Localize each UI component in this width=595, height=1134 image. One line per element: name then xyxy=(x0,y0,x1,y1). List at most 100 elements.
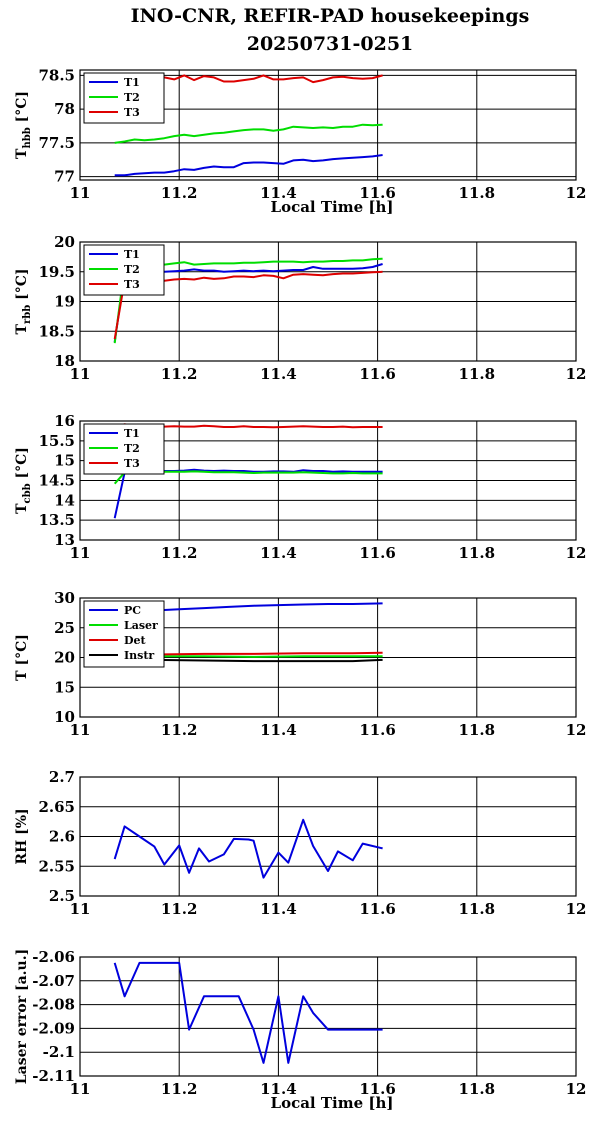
y-axis-label: T [°C] xyxy=(14,634,30,681)
y-axis-label: Thbb [°C] xyxy=(14,91,33,159)
x-tick-label: 11 xyxy=(70,1080,91,1098)
y-tick-label: 2.6 xyxy=(49,828,75,846)
y-tick-label: -2.06 xyxy=(32,948,75,966)
x-tick-label: 11.8 xyxy=(459,184,496,202)
y-tick-label: 2.55 xyxy=(38,857,75,875)
legend-label: T2 xyxy=(124,91,140,104)
panel-4: 10 15 20 25 30 11 11.2 11.4 11.6 11.8 12 PC Laser Det… xyxy=(14,589,586,739)
y-axis-label-subscript: rbb xyxy=(22,305,33,324)
axes-frame xyxy=(79,420,577,541)
x-tick-label: 11.6 xyxy=(359,365,396,383)
x-tick-label: 11.8 xyxy=(459,1080,496,1098)
legend-label: Instr xyxy=(124,649,154,662)
x-tick-label: 11 xyxy=(70,721,91,739)
y-tick-label: 25 xyxy=(54,619,75,637)
panel-5: 2.5 2.55 2.6 2.65 2.7 11 11.2 11.4 11.6 11.8 12 RH … xyxy=(14,768,586,918)
y-axis-label-main: T xyxy=(14,503,30,514)
plot-area xyxy=(80,957,576,1076)
x-tick-label: 11.2 xyxy=(161,544,198,562)
x-tick-label: 11.4 xyxy=(260,544,297,562)
x-tick-label: 11.2 xyxy=(161,900,198,918)
y-axis-label-main: RH [%] xyxy=(14,808,30,864)
y-tick-label: 10 xyxy=(54,708,75,726)
x-tick-label: 12 xyxy=(566,900,587,918)
axes-frame xyxy=(79,69,577,181)
x-tick-label: 11.4 xyxy=(260,721,297,739)
y-axis-label-unit: [°C] xyxy=(14,447,30,483)
legend: PC Laser Det Instr xyxy=(83,600,165,668)
series-line-t2 xyxy=(114,123,383,144)
y-axis-label: Laser error [a.u.] xyxy=(14,949,30,1084)
x-tick-label: 11.2 xyxy=(161,365,198,383)
x-tick-label: 11.6 xyxy=(359,184,396,202)
y-tick-label: 19 xyxy=(54,293,75,311)
series-line-t1 xyxy=(114,154,383,177)
y-tick-label: 19.5 xyxy=(38,263,75,281)
y-tick-label: -2.11 xyxy=(32,1067,75,1085)
panel-6: -2.11 -2.1 -2.09 -2.08 -2.07 -2.06 11 11.2 11.4 1… xyxy=(14,948,586,1112)
y-tick-label: 16 xyxy=(54,412,75,430)
x-tick-label: 11.8 xyxy=(459,721,496,739)
series-line-data xyxy=(113,961,383,1064)
legend-label: T3 xyxy=(124,457,140,470)
x-tick-label: 12 xyxy=(566,721,587,739)
axes-frame xyxy=(79,241,577,362)
panel-2: 18 18.5 19 19.5 20 11 11.2 11.4 11.6 11.8 12 T1 T2 T3… xyxy=(14,233,586,383)
y-axis-label-subscript: hbb xyxy=(22,127,33,148)
y-axis-label-unit: [°C] xyxy=(14,269,30,305)
x-tick-label: 11.2 xyxy=(161,184,198,202)
x-tick-label: 12 xyxy=(566,365,587,383)
legend-label: PC xyxy=(124,604,141,617)
y-tick-label: 78 xyxy=(54,100,75,118)
y-axis-label-main: T xyxy=(14,148,30,159)
legend: T1 T2 T3 xyxy=(83,423,165,475)
x-tick-label: 11.6 xyxy=(359,721,396,739)
y-axis-label-main: T xyxy=(14,323,30,334)
chart-title-line1: INO-CNR, REFIR-PAD housekeepings xyxy=(131,5,530,27)
y-tick-label: 15.5 xyxy=(38,432,75,450)
x-tick-label: 11.4 xyxy=(260,365,297,383)
legend-label: Det xyxy=(124,634,147,647)
y-axis-label-subscript: cbb xyxy=(22,483,33,503)
y-axis-label: Trbb [°C] xyxy=(14,269,33,335)
y-tick-label: 15 xyxy=(54,678,75,696)
x-tick-label: 11.4 xyxy=(260,184,297,202)
x-tick-label: 11.6 xyxy=(359,1080,396,1098)
y-tick-label: -2.09 xyxy=(32,1019,75,1037)
y-axis-label: Tcbb [°C] xyxy=(14,447,33,514)
x-tick-label: 11 xyxy=(70,544,91,562)
axes-frame xyxy=(79,597,577,718)
y-tick-label: 77 xyxy=(54,168,75,186)
y-tick-label: 78.5 xyxy=(38,66,75,84)
x-tick-label: 11 xyxy=(70,365,91,383)
x-tick-label: 12 xyxy=(566,1080,587,1098)
legend-label: T2 xyxy=(124,263,140,276)
y-tick-label: 2.7 xyxy=(49,768,75,786)
x-tick-label: 12 xyxy=(566,184,587,202)
legend-label: T1 xyxy=(124,76,140,89)
panels: 77 77.5 78 78.5 11 11.2 11.4 11.6 11.8 12 T1 T2 T3 Th… xyxy=(14,66,586,1112)
y-axis-label-main: T [°C] xyxy=(14,634,30,681)
y-tick-label: 2.65 xyxy=(38,798,75,816)
y-tick-label: 13.5 xyxy=(38,511,75,529)
x-tick-label: 11 xyxy=(70,184,91,202)
x-tick-label: 11.2 xyxy=(161,1080,198,1098)
x-tick-label: 11.6 xyxy=(359,900,396,918)
axes-frame xyxy=(79,776,577,897)
y-tick-label: 20 xyxy=(54,233,75,251)
legend: T1 T2 T3 xyxy=(83,244,165,296)
x-tick-label: 11.4 xyxy=(260,900,297,918)
legend-label: T3 xyxy=(124,106,140,119)
x-tick-label: 11.2 xyxy=(161,721,198,739)
y-tick-label: -2.07 xyxy=(32,972,75,990)
legend: T1 T2 T3 xyxy=(83,72,165,124)
x-tick-label: 11 xyxy=(70,900,91,918)
axes-frame xyxy=(79,956,577,1077)
x-tick-label: 11.4 xyxy=(260,1080,297,1098)
y-tick-label: 14.5 xyxy=(38,472,75,490)
y-tick-label: 2.5 xyxy=(49,887,75,905)
panel-1: 77 77.5 78 78.5 11 11.2 11.4 11.6 11.8 12 T1 T2 T3 Th… xyxy=(14,66,586,216)
legend-label: T2 xyxy=(124,442,140,455)
